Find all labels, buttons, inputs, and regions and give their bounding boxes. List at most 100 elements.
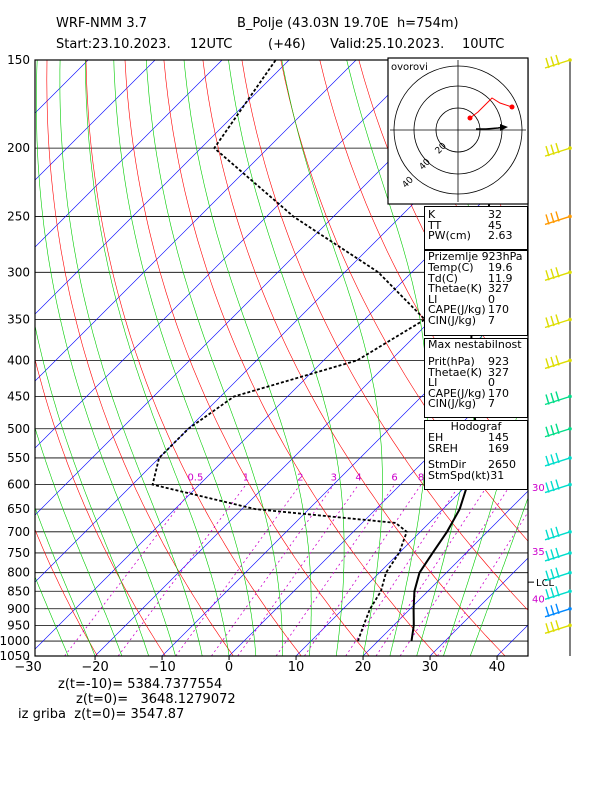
hodograph-start-dot [467, 115, 473, 121]
lcl-label: LCL [536, 578, 555, 589]
temperature-tick-label: 10 [288, 660, 305, 675]
hodograf-row: StmSpd(kt) 31 [428, 468, 505, 482]
wind-barb [544, 355, 572, 370]
surface-row: CIN(J/kg) 7 [428, 313, 495, 327]
temperature-tick-label: −10 [148, 660, 175, 675]
isotherm [161, 289, 528, 656]
pressure-tick-label: 500 [7, 422, 30, 436]
pressure-tick-label: 850 [7, 584, 30, 598]
station-info: B_Polje (43.03N 19.70E h=754m) [237, 16, 459, 31]
mixing-ratio-line [237, 484, 359, 656]
wind-barb [544, 54, 572, 69]
wind-barb [544, 586, 572, 600]
moist-adiabat [470, 497, 528, 656]
mixing-ratio-line [211, 484, 335, 656]
start-hour: 12UTC [190, 37, 233, 52]
moist-adiabat [146, 60, 284, 656]
pressure-tick-label: 650 [7, 502, 30, 516]
surface-row: Thetae(K) 327 [428, 282, 509, 295]
wind-barb [544, 267, 572, 281]
mixing-ratio-line [117, 484, 247, 656]
isotherm [35, 60, 424, 449]
mixing-ratio-line [64, 484, 196, 656]
height-t-minus10: z(t=-10)= 5384.7377554 [58, 677, 223, 692]
surface-panel: Prizemlje 923hPa Temp(C) 19.6 Td(C) 11.9 T… [424, 250, 528, 336]
plot-frame [34, 59, 529, 657]
start-date: Start:23.10.2023. [56, 37, 171, 52]
moist-adiabat [36, 60, 176, 656]
moist-adiabat [35, 576, 69, 656]
moist-adiabat [85, 60, 230, 656]
hodograph-end-dot [509, 104, 515, 110]
pressure-tick-label: 200 [7, 141, 30, 155]
isotherm [35, 60, 223, 248]
isotherm [362, 490, 528, 656]
isotherm [35, 60, 156, 181]
mixing-ratio-line [437, 511, 528, 656]
moist-adiabat [35, 426, 123, 656]
moist-adiabat [35, 506, 96, 656]
wind-barb [544, 314, 572, 329]
mixing-ratio-line [175, 484, 301, 656]
dry-adiabat [202, 60, 506, 656]
mixing-ratio-label: 0.5 [187, 473, 203, 484]
hodograf-panel: Hodograf EH 145 SREH 169 StmDir 2650 StmSpd… [424, 420, 528, 490]
dry-adiabat [554, 60, 600, 656]
index-row: TT 45 [428, 218, 502, 232]
mixing-ratio-label: 6 [391, 473, 397, 484]
dewpoint-curve [151, 60, 427, 642]
instability-row: Prit(hPa) 923 [428, 355, 509, 368]
pressure-tick-label: 400 [7, 353, 30, 367]
max-instability-panel: Max nestabilnost Prit(hPa) 923 Thetae(K) 3… [424, 338, 528, 418]
max-instability-title: Max nestabilnost [428, 338, 522, 351]
pressure-tick-label: 450 [7, 389, 30, 403]
mixing-ratio-label: 3 [331, 473, 337, 484]
wind-barb [544, 142, 572, 157]
height-t-zero: z(t=0)= 3648.1279072 [76, 692, 236, 707]
surface-row: Temp(C) 19.6 [428, 261, 513, 274]
instability-row: CAPE(J/kg) 170 [428, 386, 509, 400]
wind-barb [544, 452, 572, 467]
hodograf-row: EH 145 [428, 431, 509, 444]
isotherm [295, 423, 528, 656]
indices-panel: K 32 TT 45 PW(cm) 2.63 [424, 206, 528, 250]
temperature-tick-label: −30 [14, 660, 41, 675]
dry-adiabat [124, 60, 370, 656]
mixing-ratio-line [375, 484, 489, 656]
instability-row: CIN(J/kg) 7 [428, 397, 495, 410]
lead-time: (+46) [268, 37, 306, 52]
temperature-tick-label: 30 [422, 660, 439, 675]
wind-barb [544, 620, 572, 635]
surface-row: Td(C) 11.9 [428, 271, 513, 285]
isotherm [35, 60, 290, 315]
moist-adiabat [346, 60, 428, 656]
pressure-tick-label: 550 [7, 451, 30, 465]
mixing-ratio-label: 8 [418, 473, 424, 484]
hodograph: ovorovi 20 40 40 [387, 57, 529, 205]
pressure-tick-label: 950 [7, 618, 30, 632]
mixing-ratio-line [399, 484, 511, 656]
hodograph-label: ovorovi [391, 62, 428, 73]
dry-adiabat [163, 60, 438, 656]
moist-adiabat [35, 324, 149, 656]
surface-row: LI 0 [428, 292, 495, 306]
temperature-tick-label: 0 [225, 660, 233, 675]
right-axis-label: 40 [532, 594, 545, 605]
hodograf-row: SREH 169 [428, 441, 509, 455]
mixing-ratio-line [345, 484, 461, 656]
dry-adiabat [319, 60, 528, 472]
pressure-tick-label: 800 [7, 566, 30, 580]
moist-adiabat [281, 60, 383, 656]
pressure-tick-label: 1050 [0, 649, 30, 663]
hodograf-row: StmDir 2650 [428, 458, 516, 471]
dry-adiabat [35, 528, 98, 656]
dry-adiabat [46, 60, 234, 656]
mixing-ratio-label: 1 [243, 473, 249, 484]
wind-barb [544, 526, 572, 541]
index-row: K 32 [428, 208, 502, 221]
pressure-tick-label: 900 [7, 602, 30, 616]
valid-hour: 10UTC [462, 37, 505, 52]
pressure-tick-label: 1000 [0, 634, 30, 648]
dry-adiabat [85, 60, 302, 656]
temperature-tick-label: 40 [489, 660, 506, 675]
